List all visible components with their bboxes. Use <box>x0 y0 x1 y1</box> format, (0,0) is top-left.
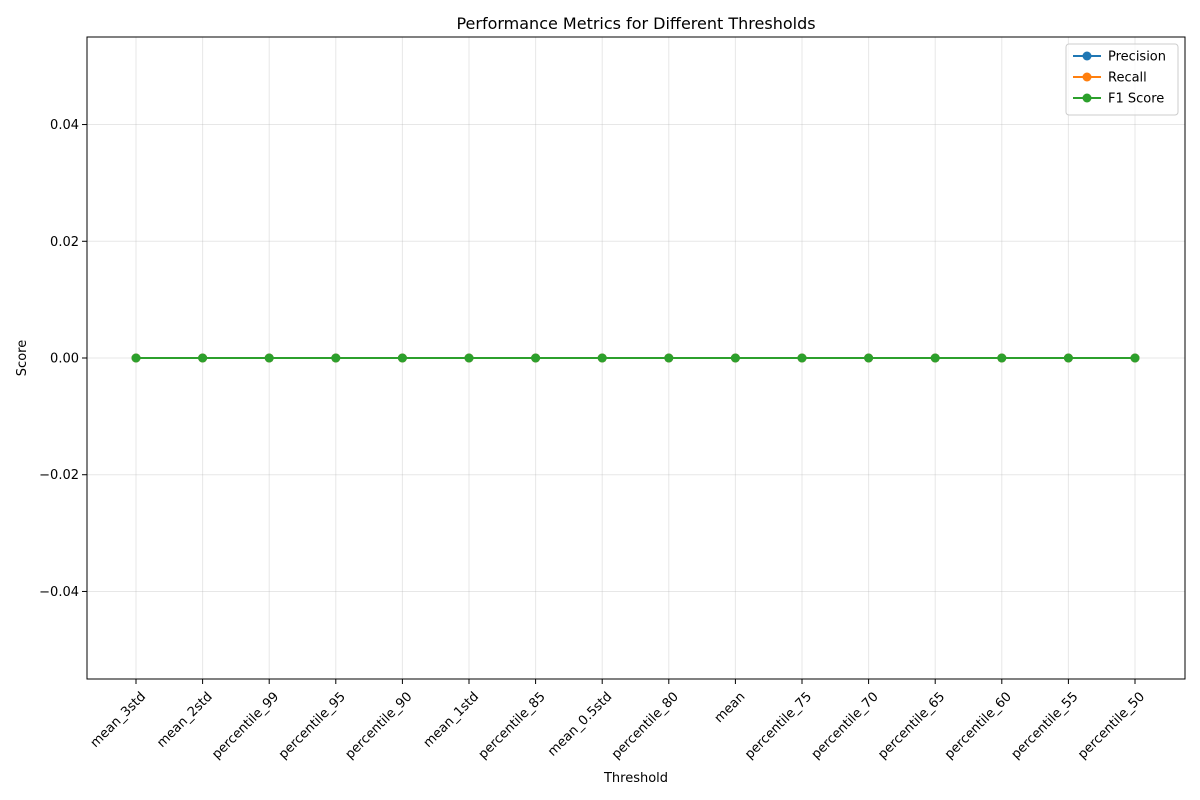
y-tick-label: −0.02 <box>39 468 79 483</box>
data-point <box>397 353 407 363</box>
chart-title: Performance Metrics for Different Thresh… <box>456 14 815 33</box>
data-point <box>1063 353 1073 363</box>
data-point <box>331 353 341 363</box>
data-point <box>864 353 874 363</box>
data-point <box>264 353 274 363</box>
data-point <box>531 353 541 363</box>
data-point <box>730 353 740 363</box>
y-axis-label: Score <box>15 340 30 376</box>
y-axis-ticks: −0.04 −0.02 0.00 0.02 0.04 <box>39 118 87 600</box>
data-point <box>597 353 607 363</box>
data-point <box>930 353 940 363</box>
legend-marker <box>1082 72 1092 82</box>
legend-label: F1 Score <box>1108 92 1164 107</box>
legend-label: Recall <box>1108 71 1147 86</box>
x-axis-label: Threshold <box>603 771 668 786</box>
legend-marker <box>1082 51 1092 61</box>
legend-label: Precision <box>1108 50 1166 65</box>
data-point <box>797 353 807 363</box>
y-tick-label: 0.04 <box>50 118 79 133</box>
y-tick-label: 0.02 <box>50 235 79 250</box>
legend-item: Recall <box>1073 71 1147 86</box>
series-f1-score <box>131 353 1140 363</box>
data-point <box>997 353 1007 363</box>
data-point <box>464 353 474 363</box>
data-point <box>131 353 141 363</box>
legend-marker <box>1082 93 1092 103</box>
legend-item: F1 Score <box>1073 92 1164 107</box>
series-layer <box>131 353 1140 363</box>
legend-item: Precision <box>1073 50 1166 65</box>
y-tick-label: 0.00 <box>50 352 79 367</box>
data-point <box>664 353 674 363</box>
legend: Precision Recall F1 Score <box>1065 43 1179 116</box>
data-point <box>198 353 208 363</box>
y-tick-label: −0.04 <box>39 585 79 600</box>
data-point <box>1130 353 1140 363</box>
